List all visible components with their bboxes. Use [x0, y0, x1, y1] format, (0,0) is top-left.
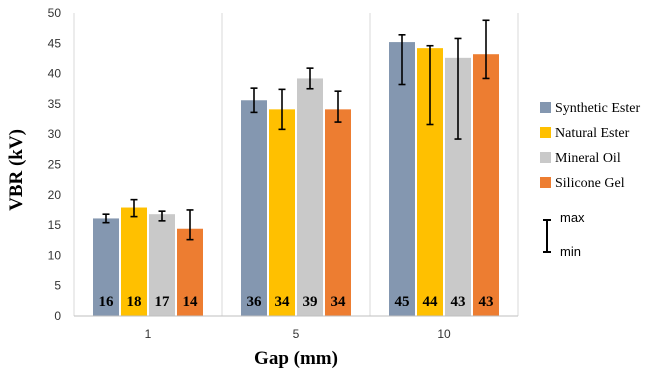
bar-value-label: 17 — [155, 294, 171, 310]
error-bar-key-min-label: min — [560, 244, 581, 259]
y-tick-label: 35 — [48, 97, 62, 111]
bar-value-label: 43 — [479, 294, 494, 310]
legend-label: Silicone Gel — [555, 176, 625, 191]
error-bars — [102, 19, 490, 241]
legend-swatch — [540, 152, 551, 163]
error-bar-key-max-label: max — [560, 210, 585, 225]
x-axis-title: Gap (mm) — [254, 348, 338, 369]
x-tick-label: 10 — [437, 327, 451, 341]
bar-value-label: 34 — [331, 294, 347, 310]
bar-value-label: 45 — [395, 294, 410, 310]
bar-value-label: 14 — [183, 294, 199, 310]
bar — [473, 54, 499, 316]
y-tick-label: 40 — [48, 67, 62, 81]
bar-value-labels: 16 36 45 18 34 44 17 39 43 14 34 43 — [99, 294, 494, 310]
bar — [177, 228, 203, 316]
error-bar-key: max min — [543, 210, 585, 259]
y-tick-label: 5 — [54, 279, 61, 293]
bar-value-label: 18 — [127, 294, 142, 310]
bar-value-label: 34 — [275, 294, 291, 310]
bar — [149, 214, 175, 316]
legend-swatch — [540, 102, 551, 113]
y-tick-label: 25 — [48, 158, 62, 172]
bar — [297, 78, 323, 316]
y-axis-ticks: 0 5 10 15 20 25 30 35 40 45 50 — [48, 6, 62, 323]
bar — [269, 109, 295, 316]
y-tick-label: 0 — [54, 309, 61, 323]
bar-value-label: 36 — [247, 294, 263, 310]
bar-value-label: 16 — [99, 294, 115, 310]
bar-value-label: 39 — [303, 294, 318, 310]
x-tick-label: 5 — [293, 327, 300, 341]
bar-value-label: 43 — [451, 294, 466, 310]
legend-label: Natural Ester — [555, 126, 630, 141]
bars — [93, 42, 499, 317]
y-tick-label: 30 — [48, 127, 62, 141]
y-tick-label: 45 — [48, 36, 62, 50]
legend: Synthetic Ester Natural Ester Mineral Oil S… — [540, 101, 640, 191]
x-axis-ticks: 1 5 10 — [145, 327, 451, 341]
bar — [389, 42, 415, 316]
y-tick-label: 10 — [48, 248, 62, 262]
x-tick-label: 1 — [145, 327, 152, 341]
legend-swatch — [540, 127, 551, 138]
legend-swatch — [540, 177, 551, 188]
grid-lines — [73, 13, 519, 316]
legend-label: Mineral Oil — [555, 151, 621, 166]
legend-label: Synthetic Ester — [555, 101, 640, 116]
bar-value-label: 44 — [423, 294, 439, 310]
y-tick-label: 15 — [48, 218, 62, 232]
y-tick-label: 50 — [48, 6, 62, 20]
bar — [93, 218, 119, 316]
bar — [325, 109, 351, 316]
bar — [121, 207, 147, 316]
y-axis-title: VBR (kV) — [6, 129, 27, 211]
y-tick-label: 20 — [48, 188, 62, 202]
bar — [241, 100, 267, 316]
